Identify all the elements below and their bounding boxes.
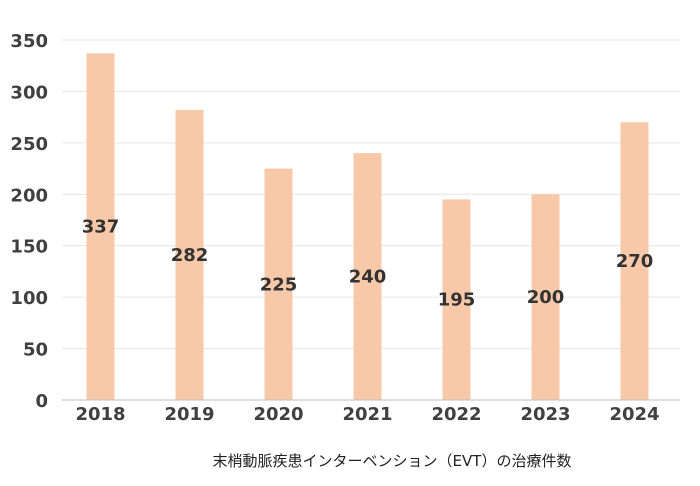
bars (86, 53, 649, 401)
data-label: 270 (616, 251, 654, 272)
bar (620, 122, 649, 401)
data-labels: 337 282 225 240 195 200 270 (82, 217, 654, 311)
bar (175, 109, 204, 400)
y-tick-label: 50 (23, 340, 48, 361)
bar (531, 194, 560, 400)
chart-caption: 末梢動脈疾患インターベンション（EVT）の治療件数 (213, 452, 572, 470)
x-tick-label: 2019 (164, 404, 214, 425)
bar (353, 153, 382, 400)
bar (86, 53, 115, 400)
y-tick-label: 350 (10, 31, 48, 52)
y-tick-label: 150 (10, 237, 48, 258)
bar (264, 168, 293, 400)
bar (442, 199, 471, 400)
y-tick-label: 200 (10, 185, 48, 206)
y-axis-tick-labels: 0 50 100 150 200 250 300 350 (10, 31, 48, 412)
y-tick-label: 300 (10, 82, 48, 103)
data-label: 282 (171, 245, 209, 266)
data-label: 240 (349, 267, 387, 288)
data-label: 225 (260, 274, 298, 295)
x-tick-label: 2020 (253, 404, 303, 425)
data-label: 200 (527, 287, 565, 308)
x-tick-label: 2021 (342, 404, 392, 425)
x-tick-label: 2018 (75, 404, 125, 425)
x-axis-tick-labels: 2018 2019 2020 2021 2022 2023 2024 (75, 404, 659, 425)
data-label: 337 (82, 217, 120, 238)
y-tick-label: 250 (10, 134, 48, 155)
x-tick-label: 2022 (431, 404, 481, 425)
y-tick-label: 100 (10, 288, 48, 309)
x-tick-label: 2023 (520, 404, 570, 425)
x-tick-label: 2024 (609, 404, 659, 425)
y-tick-label: 0 (35, 391, 48, 412)
data-label: 195 (438, 290, 476, 311)
